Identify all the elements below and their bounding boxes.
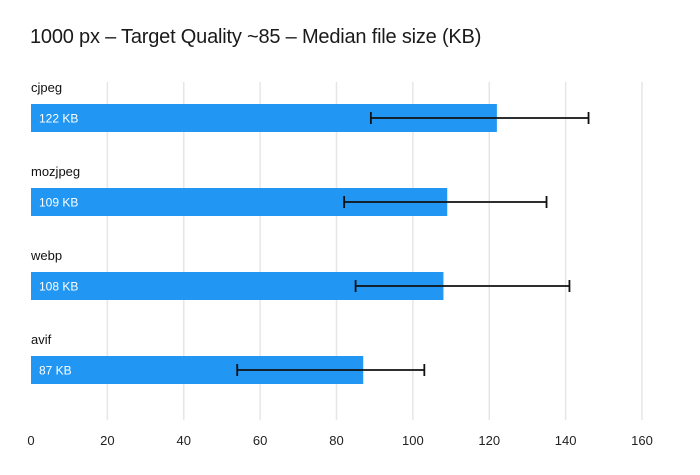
x-tick-label: 0 (27, 433, 34, 448)
x-tick-label: 140 (555, 433, 577, 448)
category-label: webp (30, 248, 62, 263)
chart-title: 1000 px – Target Quality ~85 – Median fi… (30, 26, 482, 48)
bar-value-label: 109 KB (39, 196, 78, 210)
x-tick-label: 40 (177, 433, 191, 448)
x-tick-label: 160 (631, 433, 653, 448)
x-tick-label: 80 (329, 433, 343, 448)
category-label: avif (31, 332, 52, 347)
x-tick-label: 60 (253, 433, 267, 448)
bar-value-label: 122 KB (39, 112, 78, 126)
bar-value-label: 87 KB (39, 364, 72, 378)
x-tick-label: 120 (478, 433, 500, 448)
bar-value-label: 108 KB (39, 280, 78, 294)
category-label: mozjpeg (31, 164, 80, 179)
x-tick-label: 100 (402, 433, 424, 448)
category-label: cjpeg (31, 80, 62, 95)
x-tick-label: 20 (100, 433, 114, 448)
